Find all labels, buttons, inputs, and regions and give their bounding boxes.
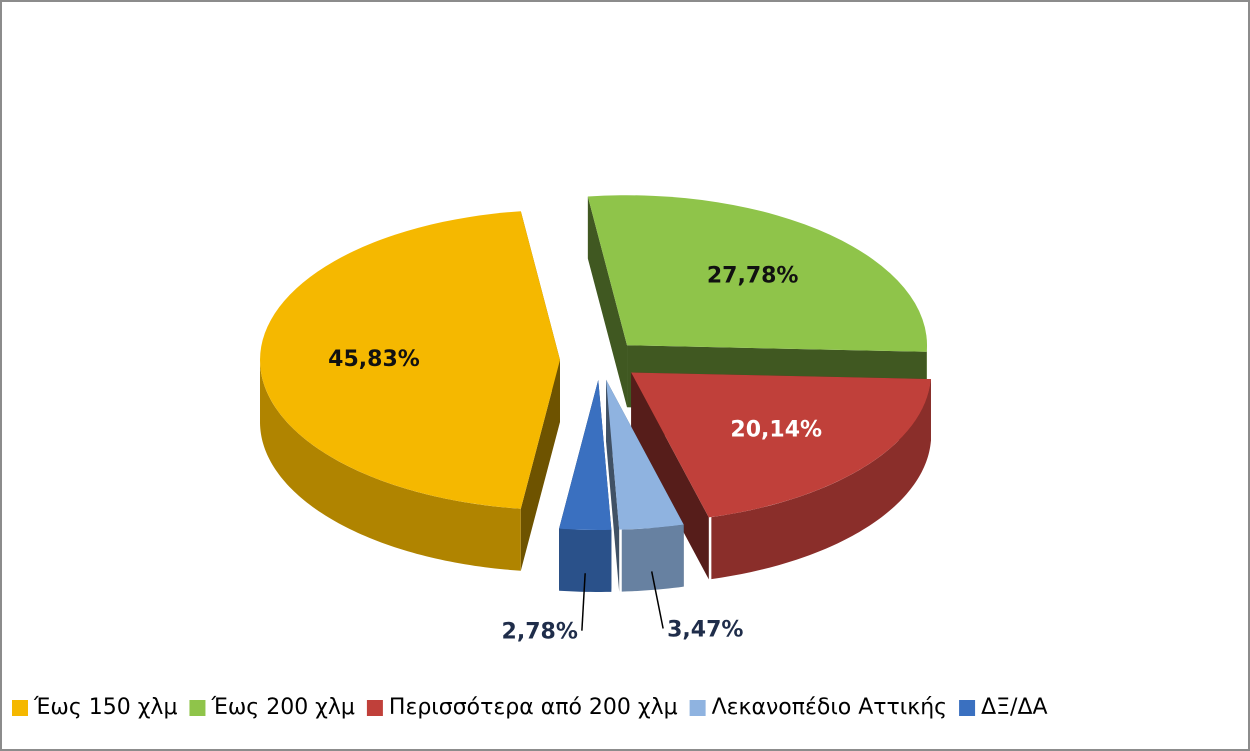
legend-label: Έως 150 χλμ	[33, 695, 177, 720]
legend-label: Λεκανοπέδιο Αττικής	[712, 695, 947, 720]
legend-swatch	[189, 700, 206, 716]
slice	[606, 379, 684, 530]
value-label: 3,47%	[667, 617, 743, 642]
slice	[631, 372, 931, 518]
slice-edge	[631, 372, 709, 580]
legend-label: Έως 200 χλμ	[210, 695, 354, 720]
legend: Έως 150 χλμ Έως 200 χλμ Περισσότερα από 20…	[12, 695, 1048, 720]
legend-swatch	[366, 700, 383, 716]
legend-label: ΔΞ/ΔΑ	[981, 695, 1047, 720]
legend-swatch	[689, 700, 706, 716]
slice-side	[260, 361, 521, 571]
slice	[559, 379, 612, 530]
slice	[259, 211, 560, 509]
value-labels: 45,83% 27,78% 20,14% 3,47% 2,78%	[328, 264, 822, 645]
legend-swatch	[12, 700, 28, 716]
legend-swatch	[959, 700, 976, 716]
value-label: 27,78%	[707, 264, 799, 289]
leader-line	[581, 573, 586, 631]
value-label: 2,78%	[502, 620, 578, 645]
value-label: 45,83%	[328, 347, 420, 372]
slice-side	[711, 379, 931, 580]
leader-line	[650, 571, 664, 629]
legend-label: Περισσότερα από 200 χλμ	[389, 695, 678, 720]
slice-edge	[606, 379, 620, 592]
value-label: 20,14%	[730, 418, 822, 443]
slice-side	[621, 524, 684, 592]
slice-edge	[520, 360, 560, 571]
slice	[587, 195, 928, 352]
slice-edge	[587, 196, 628, 408]
slice-side	[559, 528, 612, 592]
pie-tops	[259, 195, 931, 530]
